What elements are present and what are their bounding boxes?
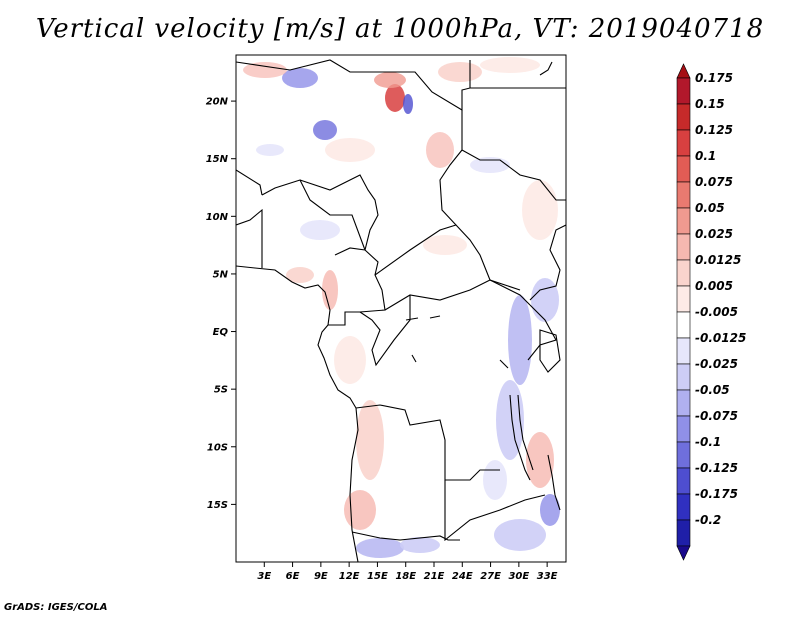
lon-tick-label: 21E xyxy=(424,571,445,582)
colorbar-segment xyxy=(676,259,691,287)
border-lake-malawi xyxy=(547,454,561,511)
colorbar-label: 0.05 xyxy=(695,201,725,215)
colorbar-segment xyxy=(676,337,691,365)
colorbar-segment xyxy=(676,311,691,339)
border-car xyxy=(374,224,521,291)
colorbar: 0.175 0.15 0.125 0.1 0.075 0.05 0.025 0.0125 0.0… xyxy=(676,63,746,561)
colorbar-segment xyxy=(676,129,691,157)
border-gabon xyxy=(328,311,360,326)
footer-credit: GrADS: IGES/COLA xyxy=(4,602,108,613)
lat-tick-label: 5S xyxy=(214,385,228,396)
lon-tick-label: 15E xyxy=(367,571,388,582)
lat-tick-label: 15S xyxy=(207,500,228,511)
map-title: Vertical velocity [m/s] at 1000hPa, VT: … xyxy=(35,14,765,44)
colorbar-label: -0.2 xyxy=(695,513,721,527)
colorbar-segment xyxy=(676,207,691,235)
border-congo xyxy=(359,295,411,367)
border-lake-tanganyika-2 xyxy=(517,394,534,471)
boundaries xyxy=(236,59,566,562)
longitude-ticks: 3E 6E 9E 12E 15E 18E 21E 24E 27E 30E 33E xyxy=(257,562,558,582)
colorbar-label: 0.175 xyxy=(695,71,733,85)
border-sudan-eastward xyxy=(461,149,566,201)
colorbar-top-arrow xyxy=(676,63,691,79)
lat-tick-label: 10N xyxy=(206,212,229,223)
border-lake-tanganyika xyxy=(509,394,531,481)
colorbar-segment xyxy=(676,441,691,469)
border-cameroon xyxy=(334,247,386,313)
colorbar-label: 0.005 xyxy=(695,279,733,293)
map-frame xyxy=(235,54,567,563)
lat-tick-label: 20N xyxy=(206,97,229,108)
colorbar-label: 0.025 xyxy=(695,227,733,241)
lat-tick-label: EQ xyxy=(213,327,229,338)
border-east-coast xyxy=(539,61,553,76)
border-river-coast xyxy=(405,315,509,369)
colorbar-label: 0.1 xyxy=(695,149,716,163)
velocity-field xyxy=(243,57,560,558)
border-mali-niger xyxy=(236,169,263,196)
border-nigeria xyxy=(261,179,366,251)
border-angola-south xyxy=(351,531,460,541)
colorbar-label: -0.005 xyxy=(695,305,738,319)
lon-tick-label: 3E xyxy=(257,571,271,582)
border-chad-sudan xyxy=(439,110,463,226)
lon-tick-label: 9E xyxy=(314,571,328,582)
border-uganda xyxy=(527,304,557,361)
colorbar-segment xyxy=(676,467,691,495)
coastline-west-africa xyxy=(236,265,359,562)
colorbar-label: 0.125 xyxy=(695,123,733,137)
lat-tick-label: 5N xyxy=(213,269,229,280)
colorbar-segment xyxy=(676,415,691,443)
colorbar-label: 0.075 xyxy=(695,175,733,189)
colorbar-label: -0.075 xyxy=(695,409,738,423)
lat-tick-label: 10S xyxy=(207,442,228,453)
colorbar-bottom-arrow xyxy=(676,545,691,561)
lat-tick-label: 15N xyxy=(206,154,229,165)
colorbar-label: 0.0125 xyxy=(695,253,741,267)
colorbar-label: -0.0125 xyxy=(695,331,746,345)
lon-tick-label: 33E xyxy=(537,571,558,582)
lon-tick-label: 18E xyxy=(395,571,416,582)
colorbar-segment xyxy=(676,233,691,261)
colorbar-segment xyxy=(676,77,691,105)
colorbar-segment xyxy=(676,493,691,521)
colorbar-segment xyxy=(676,181,691,209)
lon-tick-label: 12E xyxy=(339,571,360,582)
colorbar-label: -0.125 xyxy=(695,461,738,475)
lon-tick-label: 24E xyxy=(452,571,473,582)
border-niger-chad xyxy=(299,174,379,251)
border-lake-victoria xyxy=(539,329,561,373)
colorbar-label: -0.1 xyxy=(695,435,721,449)
border-east xyxy=(529,224,566,301)
colorbar-label: -0.175 xyxy=(695,487,738,501)
colorbar-segment xyxy=(676,155,691,183)
border-zambia xyxy=(444,480,546,542)
colorbar-segment xyxy=(676,519,691,547)
lon-tick-label: 6E xyxy=(286,571,300,582)
border-sahara-north xyxy=(236,59,566,111)
latitude-ticks: 20N 15N 10N 5N EQ 5S 10S 15S xyxy=(206,97,236,511)
colorbar-segment xyxy=(676,285,691,313)
border-drc-angola xyxy=(355,404,500,481)
lon-tick-label: 30E xyxy=(508,571,529,582)
map-frame-background xyxy=(236,55,566,562)
colorbar-segment xyxy=(676,103,691,131)
colorbar-label: -0.025 xyxy=(695,357,738,371)
colorbar-segment xyxy=(676,363,691,391)
colorbar-label: -0.05 xyxy=(695,383,730,397)
border-ghana-togo xyxy=(236,208,263,268)
colorbar-segment xyxy=(676,389,691,417)
colorbar-label: 0.15 xyxy=(695,97,725,111)
lon-tick-label: 27E xyxy=(480,571,501,582)
